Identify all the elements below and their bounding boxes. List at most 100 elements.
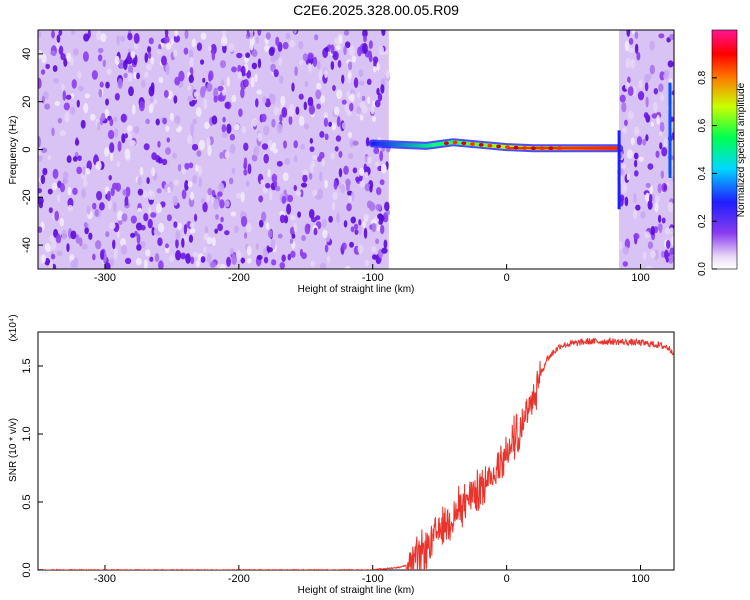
noise-blob bbox=[627, 110, 634, 120]
noise-blob bbox=[643, 112, 649, 119]
noise-blob bbox=[334, 37, 340, 45]
noise-blob bbox=[660, 170, 665, 179]
noise-blob bbox=[652, 101, 658, 113]
noise-blob bbox=[109, 142, 115, 153]
noise-blob bbox=[114, 55, 120, 65]
noise-blob bbox=[140, 79, 146, 88]
noise-blob bbox=[178, 70, 185, 82]
noise-blob bbox=[175, 238, 179, 249]
noise-blob bbox=[177, 222, 182, 230]
noise-blob bbox=[315, 215, 321, 221]
snr-y-multiplier: (x10⁴) bbox=[8, 314, 19, 341]
noise-blob bbox=[362, 42, 368, 54]
noise-blob bbox=[59, 217, 65, 227]
noise-blob bbox=[334, 146, 339, 152]
noise-blob bbox=[627, 86, 634, 97]
noise-blob bbox=[44, 258, 51, 266]
noise-blob bbox=[377, 213, 384, 220]
noise-blob bbox=[264, 45, 270, 52]
noise-blob bbox=[121, 213, 128, 222]
noise-blob bbox=[352, 167, 358, 174]
noise-blob bbox=[184, 180, 189, 191]
signal-spot bbox=[487, 143, 493, 148]
noise-region bbox=[38, 30, 389, 269]
noise-blob bbox=[133, 32, 140, 44]
noise-blob bbox=[157, 222, 165, 233]
noise-blob bbox=[281, 106, 288, 118]
noise-blob bbox=[224, 150, 230, 159]
signal-spot bbox=[530, 146, 536, 151]
noise-blob bbox=[211, 49, 216, 61]
noise-blob bbox=[75, 234, 80, 244]
noise-blob bbox=[131, 104, 136, 115]
noise-blob bbox=[338, 167, 343, 178]
noise-blob bbox=[116, 35, 120, 46]
noise-blob bbox=[365, 137, 370, 147]
noise-blob bbox=[143, 71, 149, 78]
noise-blob bbox=[228, 42, 235, 53]
noise-blob bbox=[235, 192, 242, 199]
noise-blob bbox=[183, 47, 189, 55]
noise-blob bbox=[281, 195, 287, 204]
noise-blob bbox=[64, 111, 70, 123]
noise-blob bbox=[371, 116, 377, 123]
noise-blob bbox=[350, 226, 355, 233]
noise-blob bbox=[72, 48, 79, 56]
noise-blob bbox=[127, 32, 133, 41]
noise-blob bbox=[630, 58, 636, 69]
noise-blob bbox=[143, 143, 150, 151]
noise-blob bbox=[240, 65, 246, 77]
noise-blob bbox=[627, 76, 631, 84]
noise-blob bbox=[645, 192, 650, 203]
noise-blob bbox=[120, 113, 127, 123]
noise-blob bbox=[331, 202, 336, 211]
heatmap-x-label: Height of straight line (km) bbox=[298, 284, 415, 295]
noise-blob bbox=[622, 127, 628, 134]
noise-blob bbox=[173, 179, 180, 186]
noise-blob bbox=[301, 235, 306, 241]
noise-blob bbox=[175, 250, 182, 261]
noise-blob bbox=[146, 177, 150, 185]
noise-blob bbox=[123, 72, 128, 79]
noise-blob bbox=[300, 182, 308, 188]
noise-blob bbox=[140, 224, 146, 231]
x-tick-label: -100 bbox=[362, 573, 384, 585]
noise-blob bbox=[321, 158, 326, 167]
noise-blob bbox=[117, 78, 123, 89]
noise-blob bbox=[82, 179, 88, 188]
noise-blob bbox=[350, 216, 356, 224]
noise-blob bbox=[62, 90, 67, 101]
noise-blob bbox=[275, 185, 281, 192]
noise-blob bbox=[188, 234, 194, 243]
noise-blob bbox=[649, 184, 653, 195]
noise-blob bbox=[99, 81, 104, 88]
noise-blob bbox=[195, 260, 200, 268]
noise-blob bbox=[91, 70, 98, 80]
noise-blob bbox=[41, 95, 45, 104]
noise-blob bbox=[280, 95, 286, 106]
noise-blob bbox=[105, 231, 110, 238]
noise-blob bbox=[219, 60, 227, 69]
noise-blob bbox=[56, 193, 61, 203]
noise-blob bbox=[80, 119, 86, 129]
noise-blob bbox=[217, 191, 223, 197]
noise-blob bbox=[63, 57, 68, 67]
noise-blob bbox=[362, 30, 368, 38]
noise-blob bbox=[204, 121, 210, 130]
noise-blob bbox=[240, 215, 248, 227]
noise-blob bbox=[303, 123, 309, 130]
noise-blob bbox=[669, 227, 674, 234]
noise-blob bbox=[270, 54, 277, 63]
noise-blob bbox=[70, 30, 76, 36]
noise-blob bbox=[100, 112, 106, 122]
noise-blob bbox=[124, 148, 131, 160]
noise-blob bbox=[272, 148, 278, 154]
noise-blob bbox=[359, 114, 364, 121]
noise-blob bbox=[41, 254, 46, 264]
noise-blob bbox=[243, 142, 249, 151]
noise-blob bbox=[75, 137, 79, 146]
noise-blob bbox=[164, 30, 169, 38]
noise-blob bbox=[150, 56, 155, 65]
noise-blob bbox=[373, 147, 380, 155]
